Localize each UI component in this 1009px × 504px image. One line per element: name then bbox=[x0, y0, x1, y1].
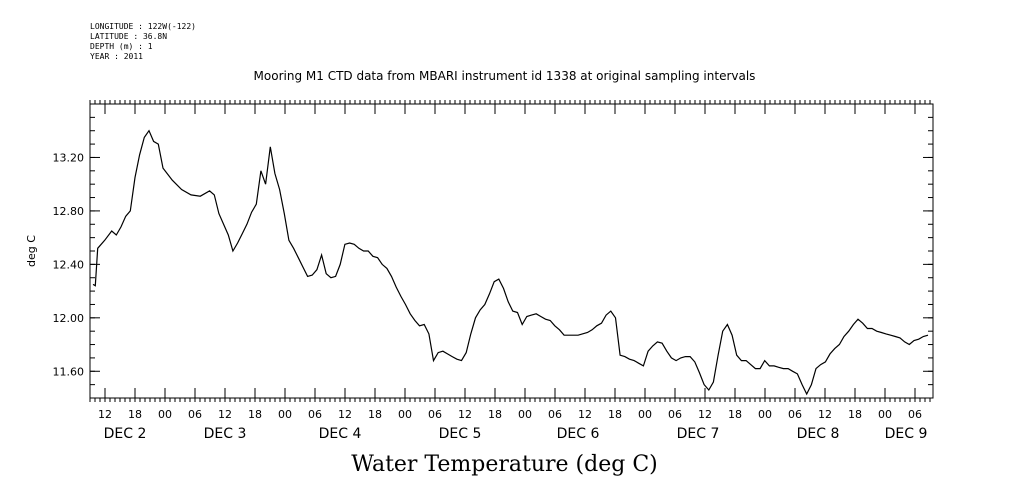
x-tick-label: 12 bbox=[818, 408, 832, 421]
y-tick-label: 11.60 bbox=[53, 365, 85, 378]
x-tick-label: 00 bbox=[278, 408, 292, 421]
x-tick-label: 18 bbox=[728, 408, 742, 421]
y-tick-label: 12.80 bbox=[53, 205, 85, 218]
meta-latitude: LATITUDE : 36.8N bbox=[90, 32, 168, 41]
x-day-label: DEC 8 bbox=[797, 426, 840, 442]
x-tick-label: 00 bbox=[638, 408, 652, 421]
x-tick-label: 12 bbox=[98, 408, 112, 421]
y-tick-label: 12.40 bbox=[53, 258, 85, 271]
x-day-label: DEC 2 bbox=[104, 426, 147, 442]
meta-longitude: LONGITUDE : 122W(-122) bbox=[90, 22, 196, 31]
x-day-label: DEC 9 bbox=[885, 426, 928, 442]
y-axis: 11.60 12.00 12.40 12.80 13.20 bbox=[53, 116, 933, 386]
chart-title: Mooring M1 CTD data from MBARI instrumen… bbox=[253, 69, 756, 83]
x-tick-label: 06 bbox=[788, 408, 802, 421]
x-tick-label: 12 bbox=[578, 408, 592, 421]
x-tick-label: 18 bbox=[248, 408, 262, 421]
x-tick-label: 18 bbox=[848, 408, 862, 421]
plot-frame bbox=[89, 103, 934, 399]
x-tick-label: 18 bbox=[608, 408, 622, 421]
series-line-water-temperature bbox=[92, 129, 929, 396]
x-tick-label: 18 bbox=[128, 408, 142, 421]
x-tick-label: 06 bbox=[428, 408, 442, 421]
x-tick-label: 06 bbox=[548, 408, 562, 421]
x-tick-label: 12 bbox=[458, 408, 472, 421]
x-tick-label: 18 bbox=[488, 408, 502, 421]
x-day-label: DEC 5 bbox=[439, 426, 482, 442]
x-axis-title: Water Temperature (deg C) bbox=[351, 452, 658, 477]
x-tick-label: 18 bbox=[368, 408, 382, 421]
x-tick-label: 12 bbox=[698, 408, 712, 421]
x-tick-label: 06 bbox=[188, 408, 202, 421]
x-tick-label: 06 bbox=[308, 408, 322, 421]
y-tick-label: 13.20 bbox=[53, 151, 85, 164]
y-tick-label: 12.00 bbox=[53, 312, 85, 325]
minor-ticks bbox=[89, 100, 931, 402]
metadata-block: LONGITUDE : 122W(-122) LATITUDE : 36.8N … bbox=[90, 22, 196, 62]
x-tick-label: 12 bbox=[338, 408, 352, 421]
x-tick-label: 00 bbox=[158, 408, 172, 421]
x-day-label: DEC 3 bbox=[204, 426, 247, 442]
meta-year: YEAR : 2011 bbox=[90, 52, 143, 61]
x-tick-label: 00 bbox=[398, 408, 412, 421]
y-axis-label: deg C bbox=[25, 235, 38, 267]
meta-depth: DEPTH (m) : 1 bbox=[90, 42, 153, 51]
x-tick-label: 06 bbox=[908, 408, 922, 421]
x-tick-label: 00 bbox=[878, 408, 892, 421]
x-tick-label: 00 bbox=[518, 408, 532, 421]
x-day-label: DEC 7 bbox=[677, 426, 720, 442]
x-day-label: DEC 4 bbox=[319, 426, 362, 442]
x-axis: 12 18 00 06 12 18 00 06 12 18 00 06 12 18 00 06 12 18 00 06… bbox=[98, 104, 927, 442]
x-tick-label: 06 bbox=[668, 408, 682, 421]
x-tick-label: 12 bbox=[218, 408, 232, 421]
x-tick-label: 00 bbox=[758, 408, 772, 421]
x-day-label: DEC 6 bbox=[557, 426, 600, 442]
